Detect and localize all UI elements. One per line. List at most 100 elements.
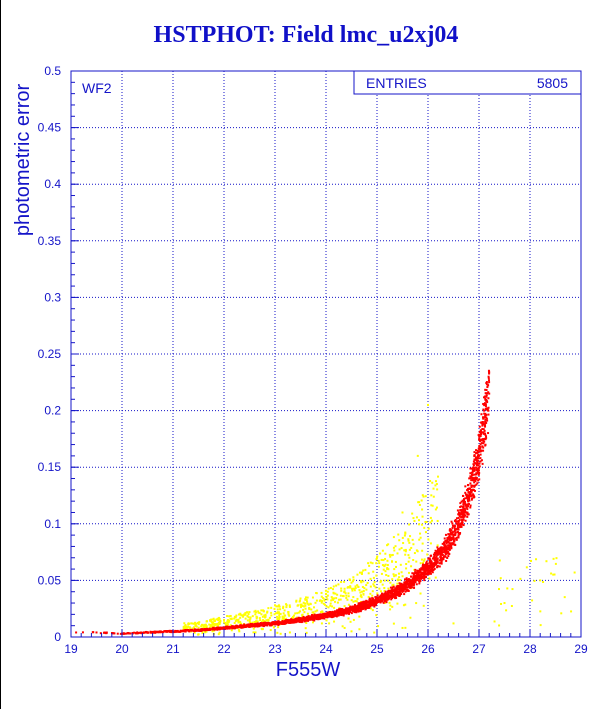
data-point-red xyxy=(448,534,451,537)
data-point-red xyxy=(419,568,422,571)
data-point-yellow xyxy=(432,495,435,498)
data-point-yellow xyxy=(349,620,352,623)
data-point-yellow xyxy=(539,579,542,582)
data-point-red xyxy=(313,617,316,620)
data-point-yellow xyxy=(326,594,329,597)
data-point-red xyxy=(485,436,488,439)
data-point-yellow xyxy=(258,611,261,614)
data-point-red xyxy=(284,621,287,624)
data-point-yellow xyxy=(552,557,555,560)
data-point-red xyxy=(452,537,455,540)
data-point-red xyxy=(270,622,273,625)
data-point-red xyxy=(440,561,443,564)
data-point-yellow xyxy=(367,595,370,598)
data-point-red xyxy=(487,369,490,372)
data-point-yellow xyxy=(248,619,251,622)
data-point-red xyxy=(465,506,468,509)
data-point-yellow xyxy=(193,631,196,634)
data-point-red xyxy=(452,534,455,537)
data-point-yellow xyxy=(304,598,307,601)
data-point-yellow xyxy=(351,580,354,583)
data-point-red xyxy=(416,574,419,577)
data-point-red xyxy=(390,589,393,592)
data-point-yellow xyxy=(316,609,319,612)
data-point-red xyxy=(459,522,462,525)
data-point-red xyxy=(381,593,384,596)
data-point-yellow xyxy=(356,584,359,587)
data-point-red xyxy=(450,536,453,539)
data-point-red xyxy=(482,432,485,435)
data-point-red xyxy=(453,519,456,522)
data-point-red xyxy=(300,617,303,620)
data-point-yellow xyxy=(233,617,236,620)
data-point-yellow xyxy=(306,602,309,605)
data-point-yellow xyxy=(346,598,349,601)
data-point-yellow xyxy=(371,594,374,597)
data-point-yellow xyxy=(330,596,333,599)
data-point-red xyxy=(368,604,371,607)
data-point-red xyxy=(482,439,485,442)
data-point-yellow xyxy=(436,544,439,547)
data-point-yellow xyxy=(260,620,263,623)
data-point-yellow xyxy=(428,577,431,580)
data-point-red xyxy=(479,449,482,452)
data-point-red xyxy=(334,612,337,615)
data-point-red xyxy=(480,442,483,445)
data-point-red xyxy=(330,613,333,616)
data-point-yellow xyxy=(356,597,359,600)
x-tick-label: 20 xyxy=(115,642,129,656)
data-point-red xyxy=(302,615,305,618)
data-point-red xyxy=(443,543,446,546)
data-point-yellow xyxy=(452,622,455,625)
data-point-red xyxy=(461,505,464,508)
data-point-yellow xyxy=(350,599,353,602)
data-point-yellow xyxy=(311,596,314,599)
data-point-yellow xyxy=(369,592,372,595)
data-point-yellow xyxy=(365,588,368,591)
data-point-red xyxy=(482,431,485,434)
data-point-yellow xyxy=(393,568,396,571)
data-point-red xyxy=(449,542,452,545)
data-point-red xyxy=(436,552,439,555)
data-point-red xyxy=(243,623,246,626)
data-point-yellow xyxy=(229,624,232,627)
data-point-red xyxy=(476,461,479,464)
data-point-yellow xyxy=(344,592,347,595)
data-point-red xyxy=(438,562,441,565)
data-point-yellow xyxy=(392,536,395,539)
data-point-red xyxy=(382,598,385,601)
data-point-yellow xyxy=(247,616,250,619)
data-point-red xyxy=(473,473,476,476)
data-point-red xyxy=(458,515,461,518)
data-point-red xyxy=(277,620,280,623)
data-point-yellow xyxy=(550,572,553,575)
data-point-yellow xyxy=(511,588,514,591)
data-point-yellow xyxy=(200,624,203,627)
data-point-red xyxy=(409,579,412,582)
data-point-red xyxy=(464,519,467,522)
data-point-yellow xyxy=(195,622,198,625)
data-point-red xyxy=(357,602,360,605)
data-point-yellow xyxy=(391,553,394,556)
data-point-red xyxy=(410,579,413,582)
data-point-red xyxy=(423,568,426,571)
data-point-yellow xyxy=(254,609,257,612)
data-point-red xyxy=(434,563,437,566)
data-point-red xyxy=(474,480,477,483)
data-point-yellow xyxy=(188,622,191,625)
data-point-red xyxy=(348,607,351,610)
data-point-yellow xyxy=(348,586,351,589)
data-point-red xyxy=(455,522,458,525)
data-point-red xyxy=(414,579,417,582)
data-point-red xyxy=(305,619,308,622)
data-point-red xyxy=(451,533,454,536)
data-point-red xyxy=(288,621,291,624)
data-point-red xyxy=(325,613,328,616)
data-point-yellow xyxy=(268,616,271,619)
data-point-yellow xyxy=(253,620,256,623)
data-point-yellow xyxy=(359,591,362,594)
data-point-yellow xyxy=(384,563,387,566)
data-point-yellow xyxy=(320,611,323,614)
data-point-red xyxy=(423,566,426,569)
data-point-yellow xyxy=(218,623,221,626)
